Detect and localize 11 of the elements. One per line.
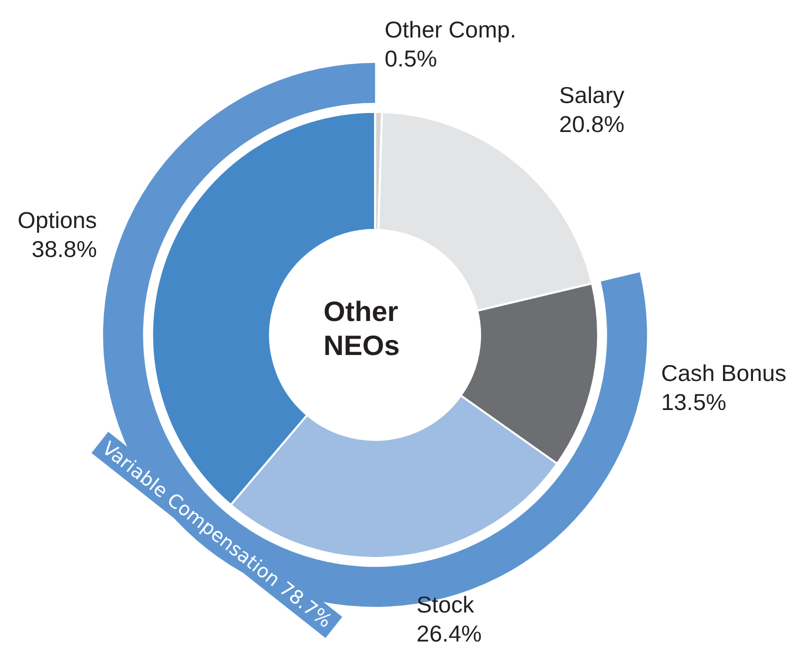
- data-label: 13.5%: [661, 389, 726, 416]
- text: Other NEOs: [324, 296, 406, 361]
- data-label: 0.5%: [384, 45, 438, 72]
- slice-label: Salary: [559, 82, 625, 108]
- data-label: 20.8%: [559, 110, 624, 137]
- slice-label: Options: [18, 207, 97, 234]
- slice-label: Cash Bonus: [661, 360, 786, 386]
- slice-label: Other Comp.: [384, 16, 516, 42]
- data-label: 38.8%: [32, 236, 97, 262]
- slice-label: Stock: [416, 592, 475, 618]
- data-label: 26.4%: [416, 620, 482, 646]
